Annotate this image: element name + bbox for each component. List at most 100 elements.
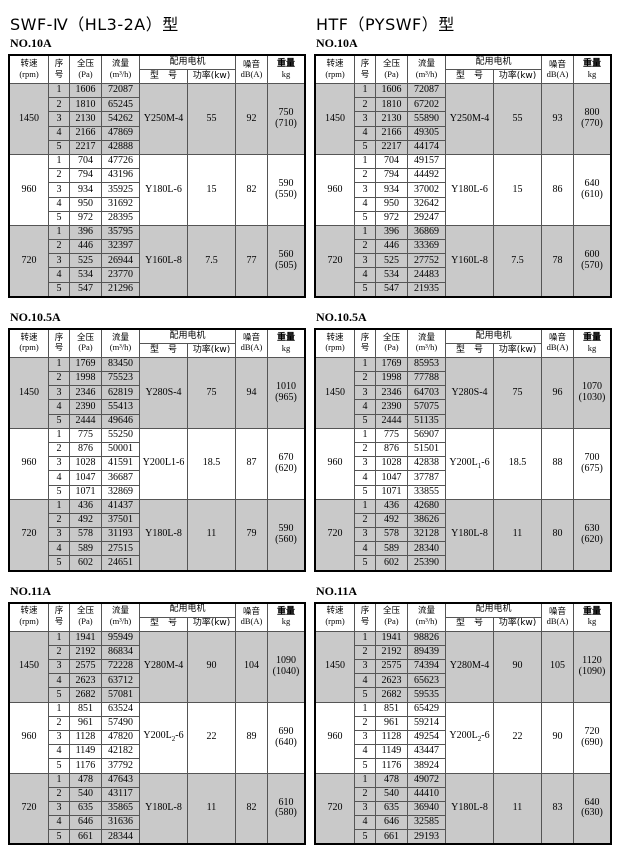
row-index: 1 (354, 153, 376, 170)
group-weight-primary: 1090 (276, 655, 296, 667)
group-motor-model: Y280M-4 (139, 630, 188, 703)
group-noise-level: 87 (235, 427, 268, 500)
row-index: 4 (354, 470, 376, 486)
header-speed: 转速 (rpm) (314, 54, 355, 84)
group-speed-value: 720 (314, 498, 355, 572)
group-motor-power: 11 (187, 772, 236, 845)
group-weight-primary: 590 (278, 178, 294, 190)
table-row: 2 1810 65245 (9, 97, 305, 113)
row-flow-rate: 41591 (101, 456, 140, 472)
row-index: 1 (48, 82, 70, 99)
header-pressure: 全压 (Pa) (375, 602, 408, 632)
row-index: 4 (354, 196, 376, 212)
row-flow-rate: 63524 (101, 701, 140, 717)
header-speed: 转速 (rpm) (8, 602, 49, 632)
table-row: 1450 1 1606 72087 Y250M-4 55 92 750 (710) (8, 82, 306, 155)
row-total-pressure: 478 (69, 772, 102, 788)
row-index: 1 (354, 772, 376, 788)
group-weight-alternate: (570) (581, 259, 603, 271)
table-row: 2 446 32397 (9, 239, 305, 255)
row-index: 5 (48, 484, 70, 500)
row-flow-rate: 35925 (101, 182, 140, 198)
group-weight: 600 (570) (573, 224, 612, 298)
row-index: 5 (354, 758, 376, 774)
row-total-pressure: 635 (375, 800, 408, 817)
header-label-cjk: 转速 (326, 332, 344, 343)
header-noise: 噪音 dB(A) (235, 54, 268, 84)
group-weight-alternate: (580) (275, 807, 297, 819)
table-row: 960 1 851 63524 Y200L2-6 22 89 690 (640) (8, 701, 306, 774)
header-label-cjk: 全压 (76, 332, 94, 343)
row-flow-rate: 37787 (407, 470, 446, 486)
row-total-pressure: 961 (375, 715, 408, 731)
group-speed-value: 1450 (8, 83, 49, 155)
header-power: 功率(kw) (493, 616, 542, 632)
row-total-pressure: 1028 (69, 456, 102, 472)
group-noise-level: 92 (235, 83, 268, 155)
group-speed-value: 960 (8, 701, 49, 774)
row-total-pressure: 972 (69, 210, 102, 226)
row-total-pressure: 2130 (69, 111, 102, 127)
group-motor-power: 15 (187, 153, 236, 226)
header-label-unit: (rpm) (19, 342, 39, 353)
row-index: 4 (48, 125, 70, 141)
group-weight-alternate: (965) (275, 391, 297, 403)
row-index: 3 (354, 800, 376, 817)
row-flow-rate: 28395 (101, 210, 140, 226)
header-no: 序号 (354, 54, 376, 84)
row-total-pressure: 2166 (69, 125, 102, 141)
group-weight: 690 (640) (267, 701, 306, 774)
row-total-pressure: 794 (69, 168, 102, 184)
row-index: 5 (354, 555, 376, 572)
group-weight-alternate: (690) (581, 736, 603, 748)
group-weight-primary: 640 (584, 178, 600, 190)
table-row: 960 1 704 49157 Y180L-6 15 86 640 (610) (314, 153, 612, 226)
group-noise-level: 88 (541, 427, 574, 500)
row-total-pressure: 589 (69, 541, 102, 557)
group-weight-primary: 800 (584, 107, 600, 119)
row-total-pressure: 2346 (375, 385, 408, 401)
group-weight-alternate: (1030) (578, 391, 606, 403)
table-row: 3 2346 64703 (315, 385, 611, 401)
group-weight-alternate: (640) (275, 736, 297, 748)
row-flow-rate: 21935 (407, 281, 446, 298)
group-weight-alternate: (1040) (272, 665, 300, 677)
group-noise-level: 82 (235, 153, 268, 226)
header-label-cjk: 转速 (326, 606, 344, 617)
row-index: 1 (48, 356, 70, 373)
group-motor-power: 90 (187, 630, 236, 703)
row-flow-rate: 49646 (101, 413, 140, 429)
row-index: 1 (354, 498, 376, 514)
header-power: 功率(kw) (187, 616, 236, 632)
header-label-unit: (m³/h) (415, 342, 438, 353)
row-total-pressure: 478 (375, 772, 408, 788)
header-noise-unit: dB(A) (240, 616, 263, 627)
row-flow-rate: 42838 (407, 456, 446, 472)
header-label-unit: (Pa) (384, 342, 399, 353)
header-speed: 转速 (rpm) (314, 328, 355, 358)
row-total-pressure: 436 (69, 498, 102, 514)
table-row: 4 646 31636 (9, 815, 305, 831)
group-noise-level: 82 (235, 772, 268, 845)
row-total-pressure: 950 (375, 196, 408, 212)
header-label-cjk: 转速 (20, 58, 38, 69)
group-motor-model: Y200L1-6 (139, 427, 188, 500)
row-total-pressure: 2623 (69, 673, 102, 689)
table-row: 5 547 21935 (315, 281, 611, 298)
row-flow-rate: 32642 (407, 196, 446, 212)
row-total-pressure: 492 (375, 512, 408, 529)
row-flow-rate: 33855 (407, 484, 446, 500)
row-flow-rate: 57490 (101, 715, 140, 731)
row-flow-rate: 54262 (101, 111, 140, 127)
row-index: 5 (354, 484, 376, 500)
row-flow-rate: 24483 (407, 267, 446, 283)
row-total-pressure: 540 (375, 786, 408, 802)
row-index: 3 (48, 182, 70, 198)
row-total-pressure: 492 (69, 512, 102, 529)
row-index: 3 (48, 527, 70, 543)
group-motor-model: Y200L2-6 (139, 701, 188, 774)
header-noise-label: 噪音 (242, 59, 260, 70)
table-row: 1450 1 1941 98826 Y280M-4 90 105 1120 (1090) (314, 630, 612, 703)
header-weight: 重量 kg (267, 328, 306, 358)
table-row: 4 2166 49305 (315, 125, 611, 141)
